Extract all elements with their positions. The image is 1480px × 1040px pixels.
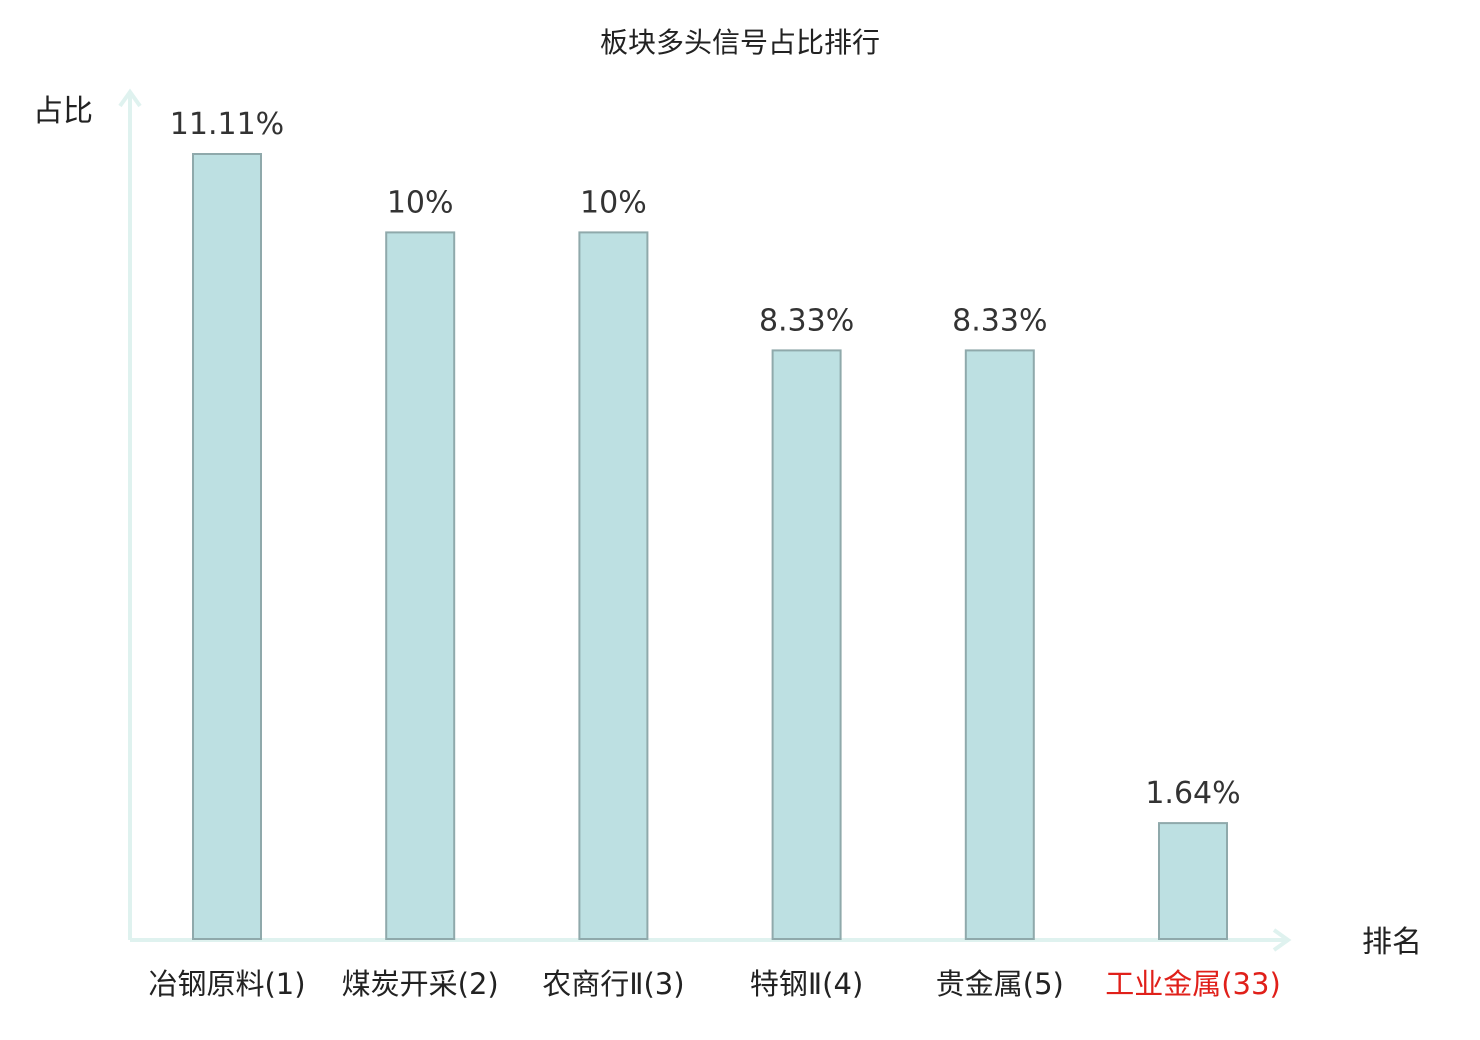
bar (1158, 822, 1228, 940)
bar-value-label: 11.11% (170, 107, 284, 142)
bar-value-label: 8.33% (759, 303, 854, 338)
bar-value-label: 10% (387, 185, 454, 220)
category-label: 冶钢原料(1) (148, 967, 305, 1001)
category-labels-group: 冶钢原料(1) 煤炭开采(2) 农商行Ⅱ(3) 特钢Ⅱ(4) 贵金属(5) 工业金属(33… (148, 967, 1280, 1001)
category-label: 煤炭开采(2) (342, 967, 499, 1001)
category-label: 贵金属(5) (936, 967, 1064, 1001)
bar-value-label: 10% (580, 185, 647, 220)
bar (771, 349, 842, 940)
category-label: 工业金属(33) (1105, 967, 1281, 1001)
bar (964, 349, 1035, 940)
bar (385, 231, 456, 940)
y-axis-title: 占比 (33, 94, 93, 129)
bar (578, 231, 649, 940)
bars-group (192, 153, 1228, 940)
x-axis-arrow (1272, 928, 1292, 952)
category-label: 特钢Ⅱ(4) (750, 967, 863, 1001)
chart-title: 板块多头信号占比排行 (600, 26, 880, 59)
y-axis-arrow (118, 88, 142, 108)
category-label: 农商行Ⅱ(3) (542, 967, 684, 1001)
value-labels-group: 11.11% 10% 10% 8.33% 8.33% 1.64% (170, 107, 1241, 811)
bar-value-label: 8.33% (952, 303, 1047, 338)
x-axis-title: 排名 (1362, 925, 1422, 960)
bar-value-label: 1.64% (1145, 776, 1240, 811)
bar (192, 153, 262, 940)
